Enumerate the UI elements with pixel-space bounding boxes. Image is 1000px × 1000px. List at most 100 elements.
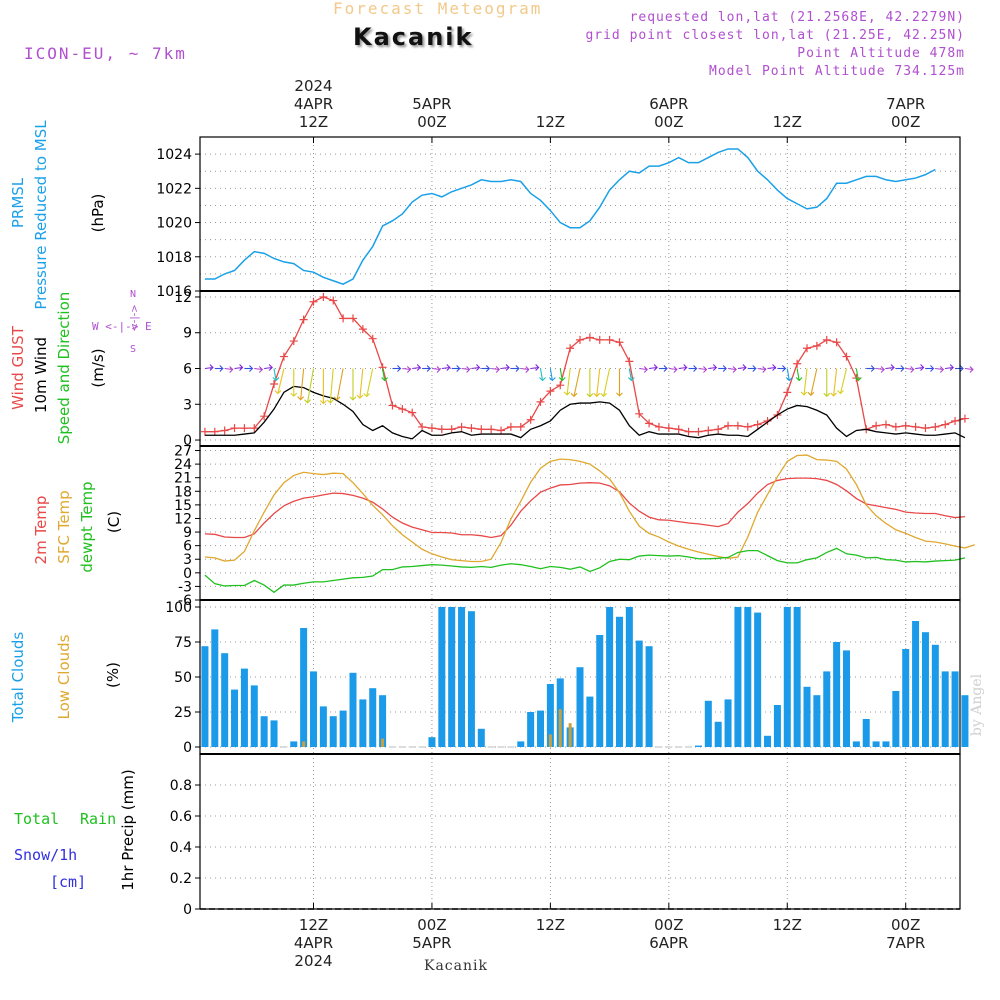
wind-arrowhead [239,364,244,371]
requested-coords: requested lon,lat (21.2568E, 42.2279N) [629,10,965,25]
wind-arrowhead [381,377,388,382]
location-title: Kacanik [353,23,474,51]
total-cloud-bar [290,741,298,747]
wind-arrow [277,368,285,394]
gust-marker [941,420,950,429]
compass-we: W <-|-> E [92,320,152,333]
gust-line [204,296,966,433]
wind-arrowhead [600,392,607,398]
total-cloud-bar [467,611,475,747]
gust-marker [743,422,752,431]
y-tick-label: 21 [174,471,192,487]
wind-arrow [915,366,924,370]
y-tick-label: 15 [174,498,192,514]
wind-arrowhead [627,377,635,382]
wind-arrow [905,367,914,371]
wind-arrowhead [525,366,530,373]
wind-arrowhead [910,366,915,373]
total-cloud-bar [714,721,722,747]
gust-marker [664,424,673,433]
gust-marker [358,325,367,334]
y-tick-label: 3 [183,397,192,413]
y-tick-label: 0 [183,433,192,449]
top-time-label: 2024 [294,77,332,95]
wind-arrowhead [939,366,945,373]
meteogram-label: Forecast Meteogram [333,0,543,18]
total-cloud-bar [635,640,643,747]
total-cloud-bar [951,671,959,747]
gust-marker [457,422,466,431]
bottom-time-label: 4APR [294,934,333,952]
wind-arrow [273,368,277,381]
gust-marker [832,338,841,347]
y-tick-label: 25 [174,705,192,721]
gust-marker [260,412,269,421]
bottom-time-label: 12Z [299,916,328,934]
gust-marker [911,422,920,431]
total-cloud-bar [912,621,920,747]
bottom-time-label: 00Z [891,916,920,934]
top-time-label: 6APR [649,95,688,113]
wind-arrow [855,368,859,381]
wind-arrowhead [593,392,601,398]
gust-marker [881,420,890,429]
gust-marker [803,344,812,353]
total-cloud-bar [537,710,545,747]
y-tick-label: 0.6 [170,809,192,825]
wind-arrow [964,367,974,371]
total-cloud-bar [754,612,762,747]
total-cloud-bar [477,728,485,747]
total-cloud-bar [842,650,850,747]
gust-marker [674,425,683,434]
bottom-time-label: 7APR [886,934,925,952]
wind-arrowhead [535,364,540,371]
wind-arrowhead [515,365,520,372]
total-cloud-bar [734,607,742,747]
wind-arrowhead [900,365,905,372]
wind-arrowhead [693,365,698,372]
wind-arrow [698,367,707,371]
gust-marker [921,424,930,433]
wind-arrow [549,368,553,381]
wind-arrow [803,368,808,395]
wind-arrowhead [272,377,280,382]
gust-marker [615,338,624,347]
wind-arrow [491,367,500,371]
wind-arrow [786,368,790,381]
total-cloud-bar [379,695,387,747]
y-tick-label: 18 [174,484,192,500]
wind-arrowhead [772,364,777,371]
gust-marker [309,297,318,306]
gust-marker [891,422,900,431]
gust-marker [605,335,614,344]
wind-arrow [254,367,263,371]
y-tick-label: 0.8 [170,778,192,794]
wind-arrowhead [258,366,264,373]
wind-arrow [876,367,885,371]
gust-marker [388,401,397,410]
gust-marker [951,416,960,425]
gust-marker [793,359,802,368]
gust-marker [733,421,742,430]
y-tick-label: 9 [183,326,192,342]
total-cloud-bar [744,607,752,747]
total-cloud-bar [369,688,377,747]
gust-marker [783,388,792,397]
wind-arrow [366,368,374,397]
wind-arrow [727,367,737,371]
y-tick-label: 24 [174,457,192,473]
wind-arrowhead [446,364,451,371]
gust-marker [348,314,357,323]
wind-arrow [500,366,510,370]
total-cloud-bar [694,745,702,747]
wind-arrowhead [476,364,481,371]
total-cloud-bar [576,667,584,747]
wind-arrow [359,368,364,399]
wind-arrow [767,366,776,370]
gust-marker [398,405,407,414]
wind-arrowhead [782,365,787,372]
wind-arrowhead [456,365,461,372]
wind-arrowhead [349,396,357,401]
wind-arrowhead [333,396,341,401]
wind-arrowhead [297,396,305,401]
